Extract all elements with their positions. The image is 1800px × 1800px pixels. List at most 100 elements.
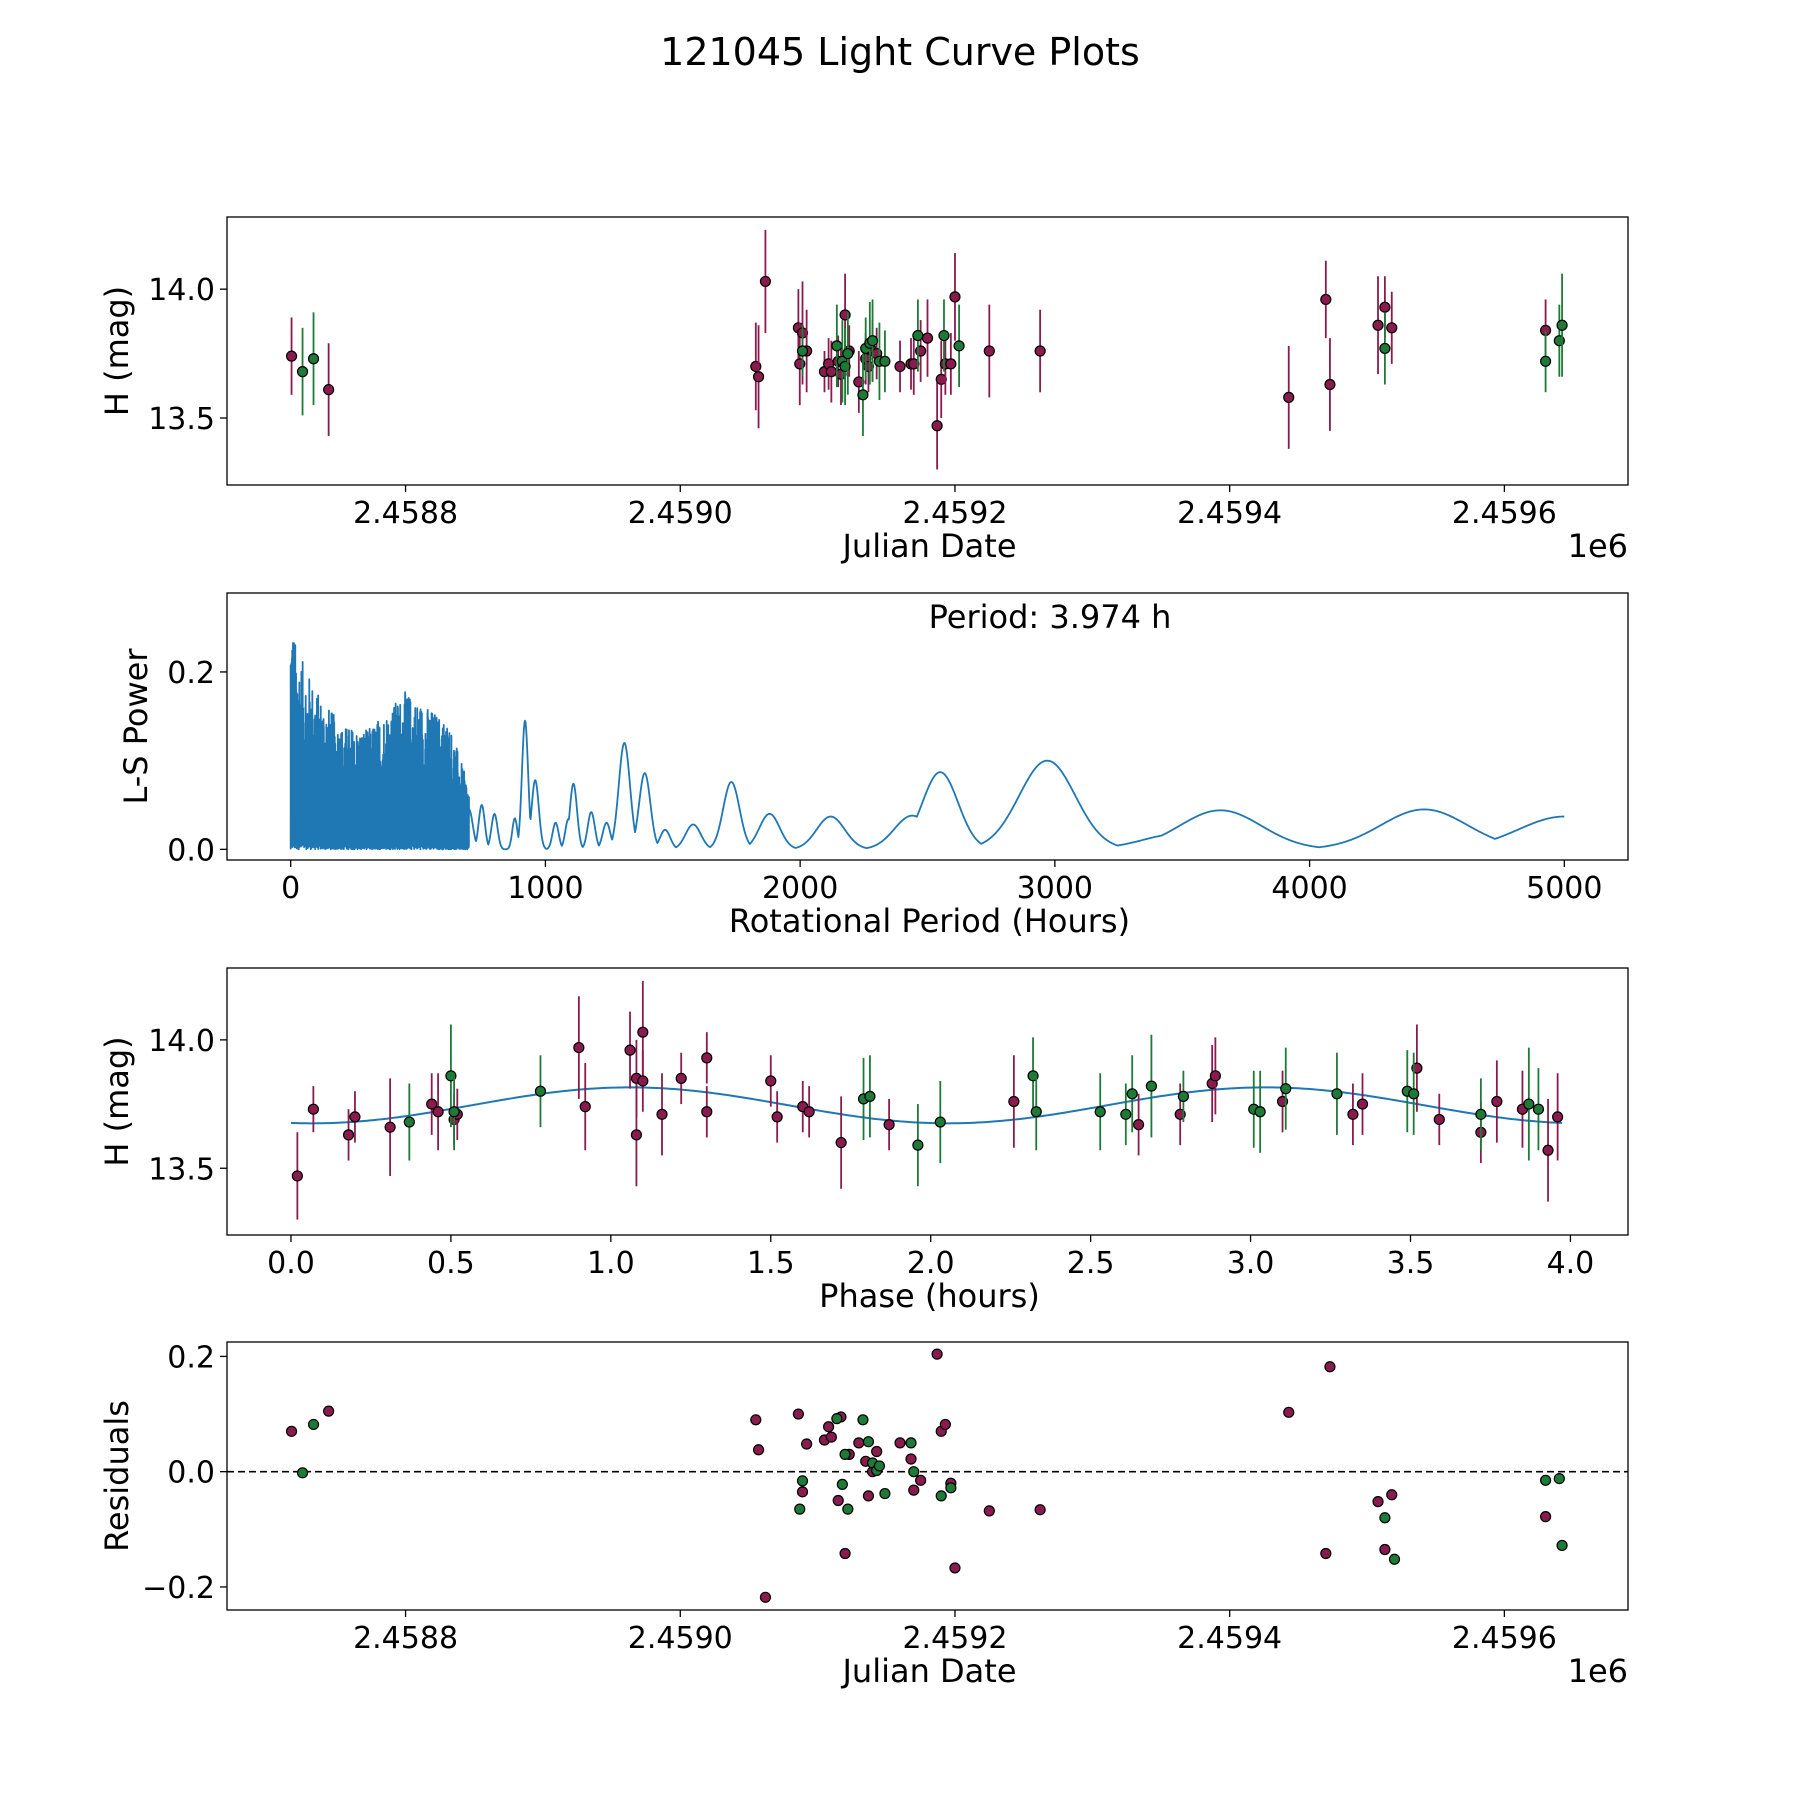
- residuals-point-g: [1556, 1539, 1568, 1552]
- residuals-point-g: [296, 1467, 309, 1479]
- periodogram-xtick-label: 2000: [762, 871, 838, 906]
- phased-xtick-label: 3.5: [1387, 1246, 1435, 1281]
- phased-xtick-label: 2.5: [1067, 1246, 1115, 1281]
- residuals-data: [227, 1348, 1628, 1603]
- phased-point-r: [307, 1103, 319, 1115]
- residuals-point-g: [879, 1487, 891, 1500]
- lightcurve-point-r: [752, 371, 765, 383]
- phased-point-r: [835, 1136, 847, 1149]
- lightcurve-point-r: [825, 366, 837, 378]
- periodogram-xtick-label: 1000: [507, 871, 583, 906]
- lightcurve-point-r: [285, 350, 298, 362]
- phased-point-r: [637, 1026, 649, 1038]
- residuals-point-r: [1386, 1489, 1398, 1501]
- lightcurve-frame: [226, 216, 1629, 486]
- lightcurve-point-r: [1034, 345, 1046, 357]
- lightcurve-point-r: [1320, 293, 1332, 306]
- lightcurve-point-g: [296, 366, 309, 378]
- phased-point-g: [1475, 1108, 1487, 1120]
- periodogram-xtick-label: 5000: [1526, 871, 1602, 906]
- phased-point-r: [1008, 1095, 1020, 1108]
- residuals-xtick-label: 2.4592: [902, 1621, 1007, 1656]
- residuals-point-r: [323, 1405, 335, 1417]
- phased-point-g: [934, 1116, 946, 1128]
- phased-point-r: [1356, 1098, 1369, 1110]
- phased-point-g: [1331, 1088, 1343, 1100]
- lightcurve-point-r: [921, 332, 934, 344]
- residuals-point-r: [871, 1445, 883, 1458]
- phased-point-g: [448, 1106, 460, 1118]
- phased-data: [290, 980, 1564, 1220]
- lightcurve-point-g: [307, 353, 320, 365]
- periodogram-ylabel: L-S Power: [117, 648, 155, 805]
- residuals-point-r: [853, 1437, 865, 1449]
- residuals-point-g: [842, 1503, 854, 1515]
- residuals-ytick-label: 0.0: [167, 1456, 215, 1491]
- periodogram-ytick-label: 0.0: [167, 833, 215, 868]
- residuals-panel: 2.4588 2.4590 2.4592 2.4594 2.4596 −0.2 0.0 0.2…: [98, 1340, 1629, 1690]
- residuals-point-r: [750, 1414, 762, 1426]
- residuals-point-r: [839, 1547, 851, 1560]
- phased-xtick-label: 1.0: [587, 1246, 635, 1281]
- periodogram-frame: [226, 592, 1629, 861]
- lightcurve-point-g: [857, 389, 869, 401]
- residuals-frame: [226, 1341, 1629, 1611]
- periodogram-xtick-label: 3000: [1017, 871, 1093, 906]
- phased-point-r: [656, 1108, 668, 1120]
- lightcurve-point-r: [1372, 319, 1384, 331]
- residuals-point-g: [307, 1418, 320, 1431]
- phased-point-r: [637, 1075, 649, 1087]
- phased-point-g: [912, 1139, 924, 1151]
- lightcurve-point-g: [879, 355, 891, 367]
- phased-point-r: [432, 1106, 444, 1118]
- phased-point-g: [1145, 1080, 1158, 1092]
- phased-point-g: [403, 1116, 415, 1128]
- residuals-point-g: [836, 1478, 848, 1490]
- periodogram-data: [289, 642, 1565, 851]
- lightcurve-point-g: [866, 335, 879, 347]
- residuals-point-g: [1539, 1474, 1552, 1486]
- residuals-xtick-label: 2.4588: [353, 1621, 458, 1656]
- phased-panel: 0.0 0.5 1.0 1.5 2.0 2.5 3.0 3.5 4.0 13.5 14.0 Phase…: [98, 967, 1629, 1315]
- phased-point-r: [1133, 1119, 1145, 1131]
- phased-point-g: [1254, 1106, 1266, 1118]
- phased-point-g: [1030, 1106, 1042, 1118]
- residuals-point-r: [1324, 1361, 1336, 1373]
- lightcurve-point-g: [796, 345, 809, 357]
- residuals-point-r: [1372, 1496, 1384, 1508]
- residuals-point-r: [1034, 1504, 1046, 1516]
- residuals-point-g: [839, 1448, 851, 1460]
- phased-point-r: [349, 1111, 361, 1123]
- phased-point-r: [291, 1170, 303, 1182]
- residuals-point-g: [1379, 1512, 1391, 1524]
- phased-point-r: [883, 1119, 895, 1131]
- residuals-point-r: [285, 1425, 298, 1437]
- phased-point-r: [624, 1044, 636, 1056]
- phased-point-r: [1209, 1070, 1221, 1082]
- residuals-point-r: [759, 1591, 772, 1603]
- residuals-point-r: [908, 1484, 920, 1496]
- residuals-point-g: [796, 1475, 809, 1487]
- residuals-point-r: [823, 1421, 835, 1433]
- phased-point-r: [771, 1111, 783, 1123]
- phased-point-g: [1120, 1108, 1132, 1120]
- lightcurve-point-g: [842, 347, 854, 360]
- residuals-point-g: [905, 1437, 917, 1449]
- lightcurve-point-g: [912, 329, 924, 342]
- residuals-point-r: [801, 1438, 813, 1450]
- periodogram-xtick-label: 0: [281, 871, 300, 906]
- phased-point-r: [384, 1121, 396, 1133]
- residuals-ylabel: Residuals: [98, 1400, 136, 1552]
- lightcurve-point-g: [1556, 319, 1568, 331]
- residuals-xtick-label: 2.4590: [628, 1621, 733, 1656]
- periodogram-ytick-label: 0.2: [167, 656, 215, 691]
- residuals-point-r: [1283, 1406, 1295, 1418]
- phased-point-r: [342, 1129, 355, 1141]
- lightcurve-x-offset-label: 1e6: [1568, 527, 1628, 565]
- fit-curve: [290, 1086, 1563, 1125]
- phased-point-r: [675, 1072, 687, 1084]
- lightcurve-point-r: [894, 360, 906, 373]
- residuals-point-g: [862, 1436, 875, 1448]
- residuals-xtick-label: 2.4594: [1177, 1621, 1282, 1656]
